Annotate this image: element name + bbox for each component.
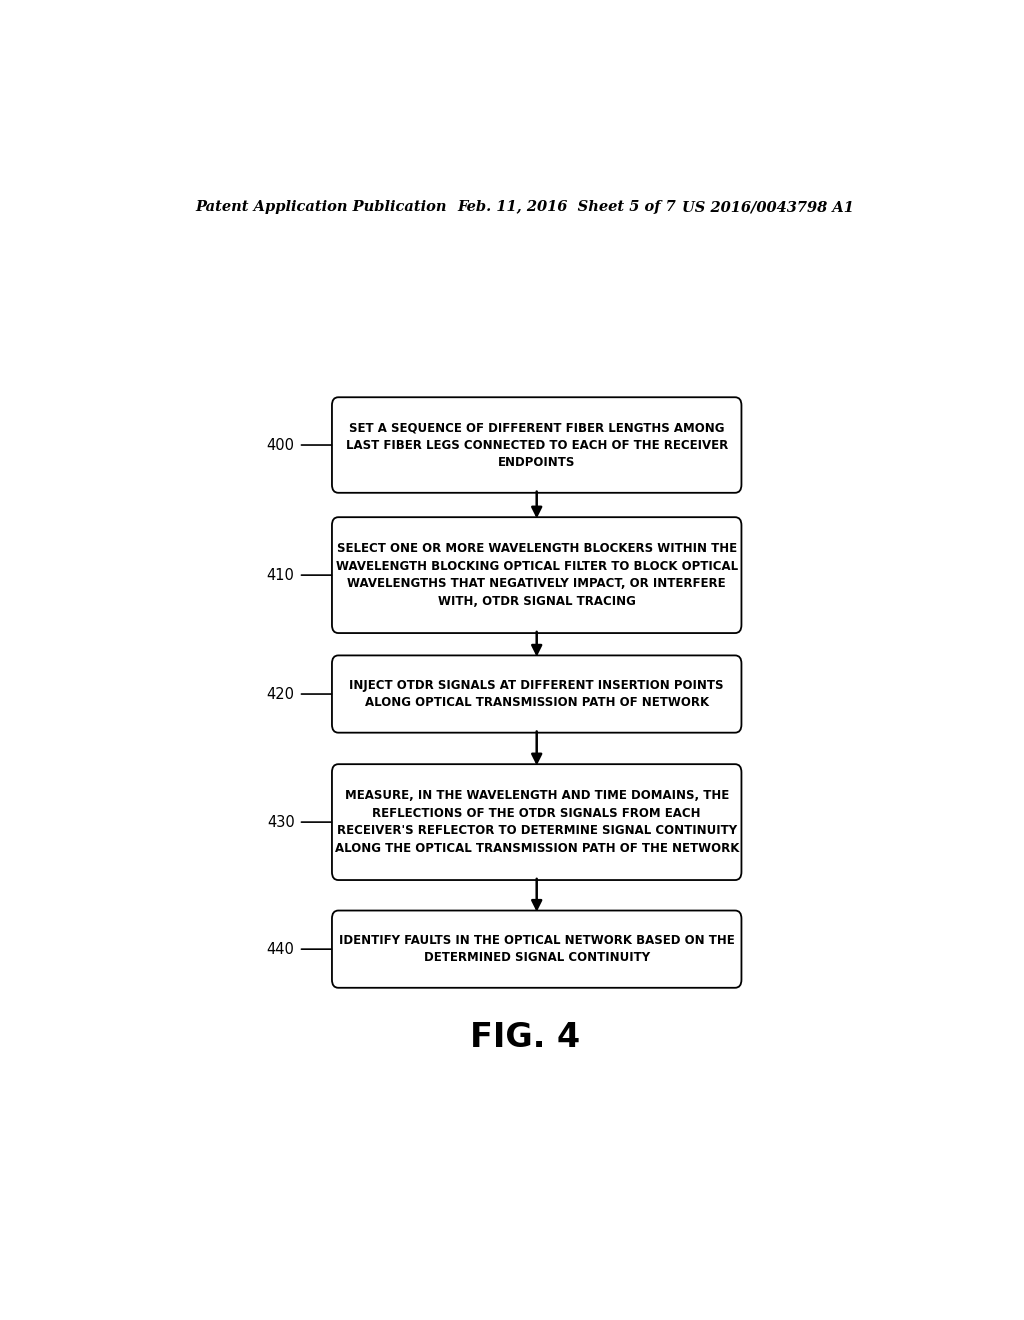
Text: 400: 400 <box>266 437 295 453</box>
Text: Patent Application Publication: Patent Application Publication <box>196 201 446 214</box>
Text: US 2016/0043798 A1: US 2016/0043798 A1 <box>682 201 854 214</box>
FancyBboxPatch shape <box>332 656 741 733</box>
FancyBboxPatch shape <box>332 911 741 987</box>
FancyBboxPatch shape <box>332 517 741 634</box>
Text: 430: 430 <box>267 814 295 829</box>
Text: SELECT ONE OR MORE WAVELENGTH BLOCKERS WITHIN THE
WAVELENGTH BLOCKING OPTICAL FI: SELECT ONE OR MORE WAVELENGTH BLOCKERS W… <box>336 543 737 609</box>
Text: INJECT OTDR SIGNALS AT DIFFERENT INSERTION POINTS
ALONG OPTICAL TRANSMISSION PAT: INJECT OTDR SIGNALS AT DIFFERENT INSERTI… <box>349 678 724 709</box>
Text: SET A SEQUENCE OF DIFFERENT FIBER LENGTHS AMONG
LAST FIBER LEGS CONNECTED TO EAC: SET A SEQUENCE OF DIFFERENT FIBER LENGTH… <box>345 421 728 469</box>
Text: MEASURE, IN THE WAVELENGTH AND TIME DOMAINS, THE
REFLECTIONS OF THE OTDR SIGNALS: MEASURE, IN THE WAVELENGTH AND TIME DOMA… <box>335 789 739 855</box>
Text: 410: 410 <box>267 568 295 582</box>
Text: Feb. 11, 2016  Sheet 5 of 7: Feb. 11, 2016 Sheet 5 of 7 <box>458 201 676 214</box>
Text: FIG. 4: FIG. 4 <box>470 1022 580 1055</box>
Text: IDENTIFY FAULTS IN THE OPTICAL NETWORK BASED ON THE
DETERMINED SIGNAL CONTINUITY: IDENTIFY FAULTS IN THE OPTICAL NETWORK B… <box>339 935 734 965</box>
Text: 440: 440 <box>267 941 295 957</box>
FancyBboxPatch shape <box>332 397 741 492</box>
FancyBboxPatch shape <box>332 764 741 880</box>
Text: 420: 420 <box>266 686 295 701</box>
